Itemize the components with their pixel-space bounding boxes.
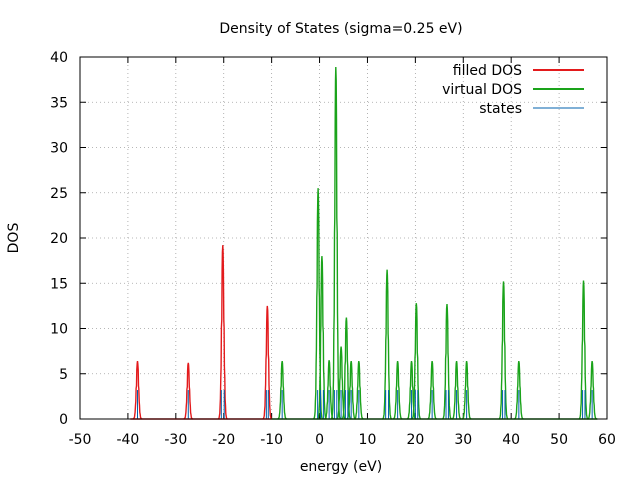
legend-label: filled DOS [453, 63, 522, 79]
x-tick-label: 60 [598, 432, 616, 448]
dos-peak [313, 188, 324, 420]
series-filled-dos [132, 245, 273, 420]
dos-peak [217, 245, 228, 420]
legend: filled DOS virtual DOS states [442, 63, 584, 117]
x-tick-label: 30 [454, 432, 472, 448]
y-tick-label: 25 [50, 186, 68, 202]
dos-peak [132, 361, 143, 420]
plot-frame [79, 56, 608, 420]
legend-label: states [479, 101, 522, 117]
dos-peak [578, 280, 589, 420]
series-layer [130, 66, 598, 420]
dos-peak [341, 317, 352, 420]
dos-peak [353, 360, 364, 420]
dos-peak [336, 346, 347, 420]
dos-peak [183, 362, 194, 420]
dos-peak [406, 360, 417, 420]
dos-peak [277, 360, 288, 420]
dos-peak [317, 256, 327, 420]
grid [80, 57, 607, 419]
dos-peak [262, 305, 273, 420]
dos-peak [442, 304, 452, 420]
y-axis-label: DOS [6, 223, 22, 254]
dos-peak [451, 360, 462, 420]
x-axis-label: energy (eV) [300, 459, 382, 475]
dos-peak [427, 360, 438, 420]
y-tick-label: 35 [50, 95, 68, 111]
dos-peak [461, 360, 472, 420]
y-tick-label: 10 [50, 322, 68, 338]
x-tick-label: -50 [69, 432, 92, 448]
dos-peak [411, 303, 422, 420]
x-tick-label: 50 [550, 432, 568, 448]
y-tick-label: 20 [50, 231, 68, 247]
y-tick-label: 30 [50, 141, 68, 157]
y-tick-label: 15 [50, 276, 68, 292]
x-tick-label: 40 [502, 432, 520, 448]
dos-peak [587, 360, 598, 420]
series-states [136, 390, 593, 419]
x-tick-label: -40 [116, 432, 139, 448]
dos-peak [498, 281, 509, 420]
x-tick-label: 20 [406, 432, 424, 448]
chart-title: Density of States (sigma=0.25 eV) [219, 21, 462, 37]
dos-peak [330, 66, 341, 420]
x-tick-label: 10 [359, 432, 377, 448]
dos-peak [392, 360, 403, 420]
x-tick-label: -30 [164, 432, 187, 448]
y-tick-label: 5 [59, 367, 68, 383]
series-virtual-dos [277, 66, 598, 420]
y-tick-label: 40 [50, 50, 68, 66]
y-tick-label: 0 [59, 412, 68, 428]
x-tick-label: -20 [212, 432, 235, 448]
axis-ticks: -50 -40 -30 -20 -10 0 10 20 30 40 50 60 0 5 10 15 20 25 30… [50, 50, 616, 448]
x-tick-label: 0 [315, 432, 324, 448]
dos-peak [382, 269, 392, 420]
dos-peak [513, 360, 524, 420]
legend-label: virtual DOS [442, 82, 522, 98]
x-tick-label: -10 [260, 432, 283, 448]
